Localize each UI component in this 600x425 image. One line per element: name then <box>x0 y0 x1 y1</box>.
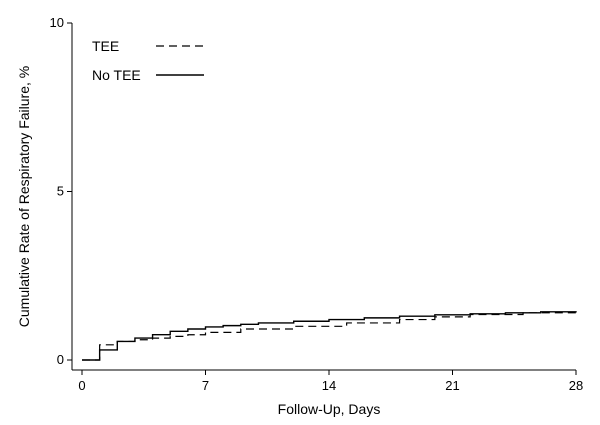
y-tick-label: 0 <box>57 352 64 367</box>
series-line-tee <box>82 311 577 361</box>
y-ticks: 0 5 10 <box>50 15 72 367</box>
legend-label-no-tee: No TEE <box>92 67 141 83</box>
y-axis-title: Cumulative Rate of Respiratory Failure, … <box>16 66 32 327</box>
x-tick-label: 28 <box>569 378 583 393</box>
y-tick-label: 5 <box>57 184 64 199</box>
legend: TEE No TEE <box>92 38 204 83</box>
legend-label-tee: TEE <box>92 38 119 54</box>
series-group <box>82 311 577 361</box>
x-tick-label: 7 <box>202 378 209 393</box>
series-line-no-tee <box>82 311 577 361</box>
x-tick-label: 0 <box>78 378 85 393</box>
x-axis-title: Follow-Up, Days <box>278 401 381 417</box>
y-tick-label: 10 <box>50 15 64 30</box>
x-tick-label: 21 <box>445 378 459 393</box>
x-tick-label: 14 <box>322 378 336 393</box>
x-ticks: 0 7 14 21 28 <box>78 370 583 393</box>
